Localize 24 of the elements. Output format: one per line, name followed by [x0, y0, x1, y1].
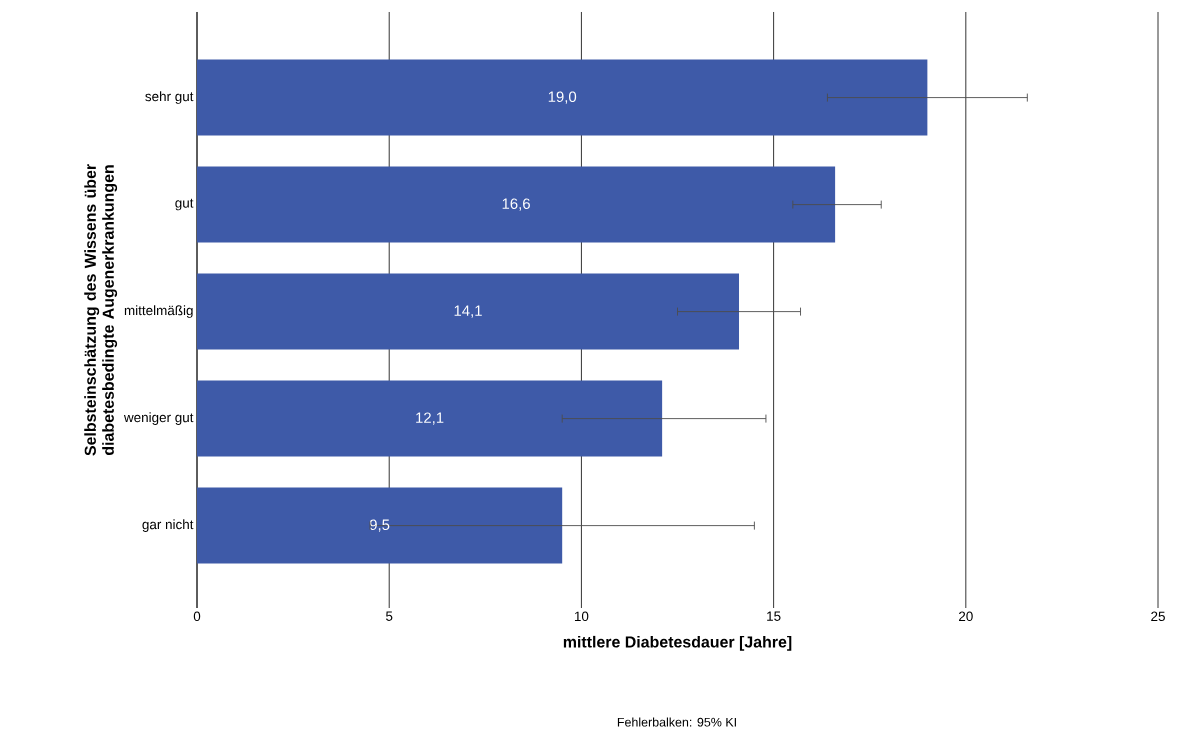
- x-axis-title: mittlere Diabetesdauer [Jahre]: [563, 635, 792, 651]
- bar: [197, 59, 928, 136]
- bar: [197, 166, 836, 243]
- y-tick-label: gar nicht: [142, 519, 194, 532]
- y-tick-label: sehr gut: [145, 91, 194, 104]
- y-tick-label: weniger gut: [123, 412, 194, 425]
- bar: [197, 487, 563, 564]
- data-label: 9,5: [369, 519, 390, 532]
- y-tick-label: mittelmäßig: [124, 305, 193, 318]
- x-tick-label: 25: [1151, 611, 1165, 622]
- text: Fehlerbalken: 95% KI: [617, 717, 736, 727]
- x-tick-label: 10: [574, 611, 589, 622]
- x-tick-label: 15: [767, 611, 781, 621]
- x-tick-label: 5: [385, 611, 393, 621]
- y-axis-title: Selbsteinschätzung des Wissens über diabetesbedingte Augenerkrankungen: [84, 164, 118, 456]
- data-label: 14,1: [454, 305, 482, 318]
- data-label: 19,0: [548, 91, 577, 104]
- data-label: 16,6: [502, 198, 530, 211]
- data-label: 12,1: [416, 412, 444, 425]
- x-tick-label: 20: [959, 611, 973, 622]
- bar: [197, 380, 663, 457]
- x-tick-label: 0: [193, 611, 201, 622]
- bar: [197, 273, 740, 350]
- y-tick-label: gut: [175, 198, 194, 211]
